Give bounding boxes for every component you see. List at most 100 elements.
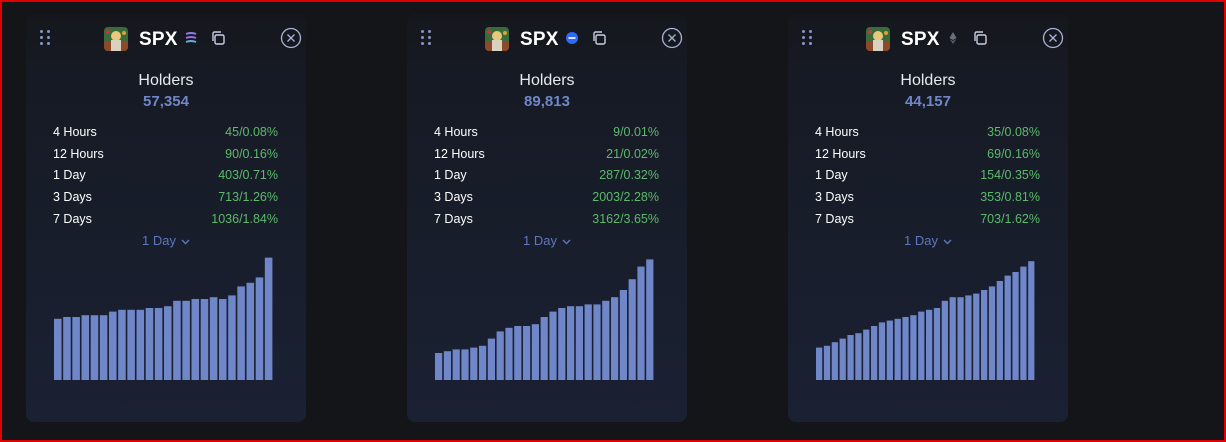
chart-bar: [567, 306, 575, 380]
holders-count: 89,813: [524, 93, 570, 110]
chart-bar: [496, 331, 504, 380]
stat-label: 4 Hours: [53, 124, 97, 139]
range-dropdown[interactable]: 1 Day: [788, 233, 1068, 248]
range-dropdown-label: 1 Day: [142, 233, 176, 248]
holders-label: Holders: [900, 72, 956, 89]
chart-bar: [228, 295, 236, 380]
chart-bar: [619, 290, 627, 380]
chart-bar: [200, 299, 209, 380]
chart-bar: [246, 282, 255, 380]
chart-bar: [209, 297, 218, 380]
stat-row-12-hours: 12 Hours 21/0.02%: [434, 143, 659, 165]
chart-bar: [81, 315, 90, 380]
stat-value: 45/0.08%: [225, 124, 278, 139]
chart-bar: [461, 349, 469, 380]
holder-change-list: 4 Hours 45/0.08% 12 Hours 90/0.16% 1 Day 40…: [53, 121, 278, 230]
chart-bar: [182, 300, 190, 380]
holders-card: SPX Holders 57,354 4 Hours 45/0.08% 12 Ho…: [26, 14, 306, 422]
stat-row-4-hours: 4 Hours 45/0.08%: [53, 121, 278, 143]
chart-bar: [237, 286, 245, 380]
chart-bar: [63, 317, 71, 380]
chart-bar: [452, 349, 460, 380]
chart-bar: [902, 317, 909, 380]
chart-bar: [611, 297, 619, 380]
chart-bar: [1004, 275, 1011, 380]
token-ticker: SPX: [520, 29, 559, 50]
holders-count: 44,157: [905, 93, 951, 110]
stat-label: 3 Days: [434, 190, 473, 205]
range-dropdown-label: 1 Day: [904, 233, 938, 248]
stat-row-3-days: 3 Days 353/0.81%: [815, 186, 1040, 208]
close-icon[interactable]: [280, 27, 302, 49]
token-avatar: [104, 27, 128, 51]
chart-bar: [72, 317, 80, 380]
stat-row-1-day: 1 Day 403/0.71%: [53, 165, 278, 187]
chart-bar: [479, 345, 487, 380]
chart-bar: [628, 279, 636, 380]
holders-bar-chart: [816, 261, 1035, 380]
chart-bar: [886, 320, 893, 380]
stat-label: 12 Hours: [53, 146, 104, 161]
holders-label: Holders: [138, 72, 194, 89]
chart-bar: [99, 315, 108, 380]
drag-handle-icon[interactable]: [40, 30, 52, 48]
chart-bar: [505, 327, 513, 380]
chart-bar: [264, 257, 273, 380]
chart-bar: [558, 308, 566, 380]
stat-label: 12 Hours: [434, 146, 485, 161]
stat-row-4-hours: 4 Hours 9/0.01%: [434, 121, 659, 143]
range-dropdown[interactable]: 1 Day: [26, 233, 306, 248]
holders-bar-chart: [435, 259, 654, 380]
stat-value: 69/0.16%: [987, 146, 1040, 161]
copy-icon[interactable]: [210, 30, 226, 46]
stat-label: 3 Days: [815, 190, 854, 205]
chart-bar: [549, 311, 557, 380]
chart-bar: [219, 299, 227, 380]
stat-row-12-hours: 12 Hours 69/0.16%: [815, 143, 1040, 165]
chart-bar: [154, 308, 163, 380]
chart-bar: [823, 345, 831, 380]
stat-row-3-days: 3 Days 713/1.26%: [53, 186, 278, 208]
range-dropdown[interactable]: 1 Day: [407, 233, 687, 248]
stat-value: 90/0.16%: [225, 146, 278, 161]
stat-label: 7 Days: [53, 212, 92, 227]
copy-icon[interactable]: [972, 30, 988, 46]
stat-label: 1 Day: [434, 168, 467, 183]
stat-value: 1036/1.84%: [211, 212, 278, 227]
close-icon[interactable]: [1042, 27, 1064, 49]
chevron-down-icon: [181, 239, 190, 245]
stat-value: 713/1.26%: [218, 190, 278, 205]
holders-bar-chart: [54, 257, 273, 380]
ethereum-icon: [949, 32, 957, 44]
stat-row-7-days: 7 Days 1036/1.84%: [53, 208, 278, 230]
chart-bar: [941, 300, 948, 380]
chart-bar: [926, 309, 933, 380]
stat-row-4-hours: 4 Hours 35/0.08%: [815, 121, 1040, 143]
stat-value: 353/0.81%: [980, 190, 1040, 205]
stat-label: 12 Hours: [815, 146, 866, 161]
base-chain-icon: [566, 32, 578, 44]
chart-bar: [584, 304, 592, 380]
token-avatar: [866, 27, 890, 51]
chart-bar: [443, 351, 451, 380]
chart-bar: [957, 297, 964, 380]
token-ticker: SPX: [139, 29, 178, 50]
chart-bar: [996, 281, 1003, 380]
stat-row-3-days: 3 Days 2003/2.28%: [434, 186, 659, 208]
close-icon[interactable]: [661, 27, 683, 49]
stat-row-1-day: 1 Day 287/0.32%: [434, 165, 659, 187]
token-avatar: [485, 27, 509, 51]
drag-handle-icon[interactable]: [802, 30, 814, 48]
stat-label: 4 Hours: [434, 124, 478, 139]
stat-value: 703/1.62%: [980, 212, 1040, 227]
stat-row-7-days: 7 Days 3162/3.65%: [434, 208, 659, 230]
drag-handle-icon[interactable]: [421, 30, 433, 48]
chart-bar: [918, 311, 925, 380]
chart-bar: [973, 293, 980, 380]
chart-bar: [871, 326, 878, 380]
stat-label: 7 Days: [434, 212, 473, 227]
chart-bar: [514, 326, 522, 380]
chart-bar: [575, 306, 583, 380]
copy-icon[interactable]: [591, 30, 607, 46]
chart-bar: [965, 295, 972, 380]
